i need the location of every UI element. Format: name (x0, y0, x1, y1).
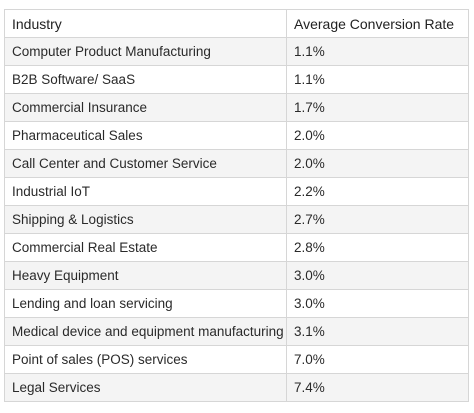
table-row: Industrial IoT 2.2% (4, 177, 469, 206)
table-row: Point of sales (POS) services 7.0% (4, 345, 469, 374)
industry-cell: Lending and loan servicing (4, 289, 287, 318)
industry-cell: Commercial Insurance (4, 93, 287, 122)
industry-cell: Point of sales (POS) services (4, 345, 287, 374)
industry-cell: Pharmaceutical Sales (4, 121, 287, 150)
table-row: Pharmaceutical Sales 2.0% (4, 121, 469, 150)
rate-cell: 1.1% (286, 37, 469, 66)
table-row: Computer Product Manufacturing 1.1% (4, 37, 469, 66)
header-row: Industry Average Conversion Rate (4, 9, 469, 38)
rate-cell: 7.0% (286, 345, 469, 374)
header-industry: Industry (4, 9, 287, 38)
rate-cell: 1.1% (286, 65, 469, 94)
table-row: Medical device and equipment manufacturi… (4, 317, 469, 346)
table-row: Shipping & Logistics 2.7% (4, 205, 469, 234)
rate-cell: 3.0% (286, 289, 469, 318)
table-row: Commercial Real Estate 2.8% (4, 233, 469, 262)
industry-cell: Heavy Equipment (4, 261, 287, 290)
table-row: Call Center and Customer Service 2.0% (4, 149, 469, 178)
rate-cell: 1.7% (286, 93, 469, 122)
table-body: Computer Product Manufacturing 1.1% B2B … (4, 37, 469, 402)
industry-cell: B2B Software/ SaaS (4, 65, 287, 94)
rate-cell: 2.2% (286, 177, 469, 206)
rate-cell: 2.8% (286, 233, 469, 262)
industry-cell: Computer Product Manufacturing (4, 37, 287, 66)
table-row: Legal Services 7.4% (4, 373, 469, 402)
industry-cell: Legal Services (4, 373, 287, 402)
industry-cell: Shipping & Logistics (4, 205, 287, 234)
rate-cell: 3.1% (286, 317, 469, 346)
rate-cell: 3.0% (286, 261, 469, 290)
table-row: Lending and loan servicing 3.0% (4, 289, 469, 318)
industry-cell: Industrial IoT (4, 177, 287, 206)
table-row: Commercial Insurance 1.7% (4, 93, 469, 122)
table-header: Industry Average Conversion Rate (4, 9, 469, 38)
rate-cell: 2.7% (286, 205, 469, 234)
rate-cell: 2.0% (286, 121, 469, 150)
industry-cell: Call Center and Customer Service (4, 149, 287, 178)
conversion-rate-table: Industry Average Conversion Rate Compute… (4, 9, 469, 402)
rate-cell: 7.4% (286, 373, 469, 402)
header-average-conversion-rate: Average Conversion Rate (286, 9, 469, 38)
table-row: Heavy Equipment 3.0% (4, 261, 469, 290)
rate-cell: 2.0% (286, 149, 469, 178)
industry-cell: Medical device and equipment manufacturi… (4, 317, 287, 346)
table-row: B2B Software/ SaaS 1.1% (4, 65, 469, 94)
industry-cell: Commercial Real Estate (4, 233, 287, 262)
